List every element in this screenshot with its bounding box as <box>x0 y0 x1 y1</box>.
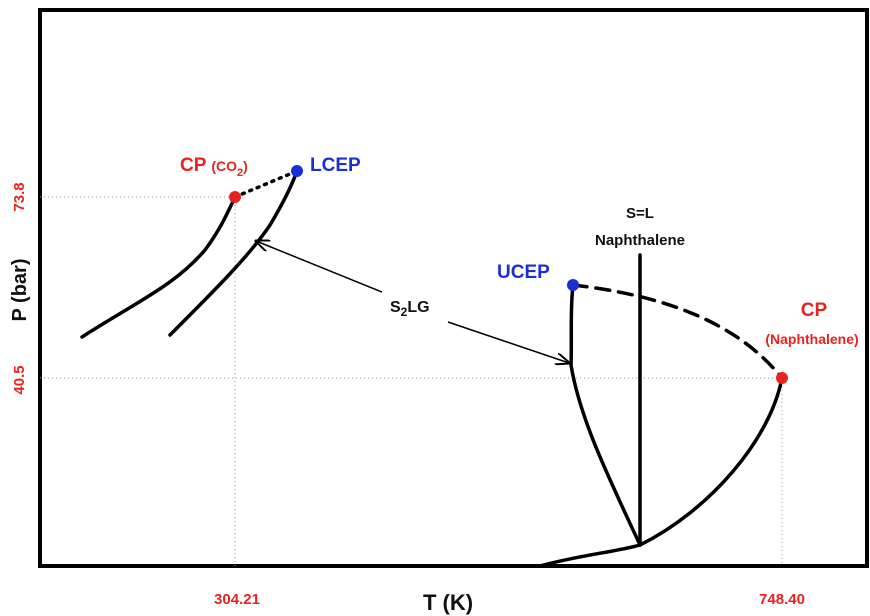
arrow <box>447 321 569 363</box>
s2lg-curve-left <box>168 169 299 337</box>
x-tick-label: 304.21 <box>214 591 260 608</box>
text-part: S <box>390 299 401 316</box>
line-label: S=L <box>626 205 654 222</box>
x-axis-label: T (K) <box>423 590 473 615</box>
lcep-point <box>291 165 303 177</box>
guides <box>40 196 783 566</box>
line-sublabel: Naphthalene <box>595 232 685 249</box>
ucep-point <box>567 279 579 291</box>
critical-point <box>776 372 788 384</box>
s2lg-curve-right <box>569 283 642 547</box>
dotted-connector <box>233 169 299 199</box>
point-label: CP <box>801 300 828 321</box>
line-label: S2LG <box>390 299 430 319</box>
point-label: UCEP <box>497 262 550 283</box>
plot-frame <box>38 8 869 568</box>
x-tick-label: 748.40 <box>759 591 805 608</box>
point-sublabel: (Naphthalene) <box>765 331 858 347</box>
curves <box>80 169 784 568</box>
text-part: 2 <box>401 305 408 319</box>
y-tick-label: 73.8 <box>11 182 28 211</box>
text-part: ) <box>243 158 248 174</box>
vapor-curve <box>538 376 784 568</box>
y-tick-label: 40.5 <box>11 365 28 394</box>
text-part: LG <box>407 299 429 316</box>
y-axis-label: P (bar) <box>9 259 31 322</box>
critical-point <box>229 191 241 203</box>
sublimation-curve-co2 <box>80 195 237 339</box>
point-label: LCEP <box>310 155 361 176</box>
text-part: (CO <box>211 158 237 174</box>
arrow <box>256 241 383 293</box>
text-part: 2 <box>237 167 243 179</box>
point-label: CP (CO2) <box>180 155 248 179</box>
critical-line <box>571 283 784 380</box>
text-part: CP <box>180 155 207 176</box>
